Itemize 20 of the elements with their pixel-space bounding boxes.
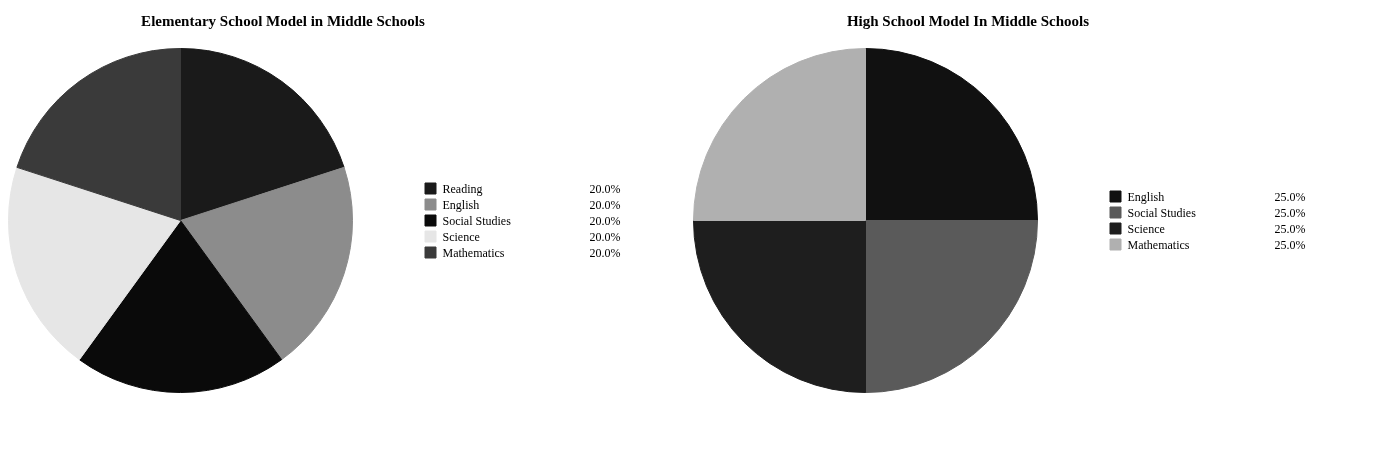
legend-label: Mathematics: [442, 245, 505, 260]
legend-label: English: [1127, 189, 1165, 204]
data-label: 20.0%: [589, 245, 621, 260]
data-label: 20.0%: [589, 229, 621, 244]
legend-label: Science: [442, 229, 480, 244]
chart-title: Elementary School Model in Middle Schools: [141, 12, 426, 29]
legend-label: Social Studies: [1127, 205, 1197, 220]
data-label: 20.0%: [589, 197, 621, 212]
legend-label: English: [442, 197, 480, 212]
data-label: 25.0%: [1274, 221, 1306, 236]
data-label: 25.0%: [1274, 189, 1306, 204]
legend-label: Science: [1127, 221, 1165, 236]
data-label: 20.0%: [589, 213, 621, 228]
data-label: 20.0%: [589, 181, 621, 196]
data-label: 25.0%: [1274, 205, 1306, 220]
legend-label: Mathematics: [1127, 237, 1190, 252]
legend-label: Social Studies: [442, 213, 512, 228]
legend-label: Reading: [442, 181, 483, 196]
chart-title: High School Model In Middle Schools: [846, 12, 1090, 29]
data-label: 25.0%: [1274, 237, 1306, 252]
